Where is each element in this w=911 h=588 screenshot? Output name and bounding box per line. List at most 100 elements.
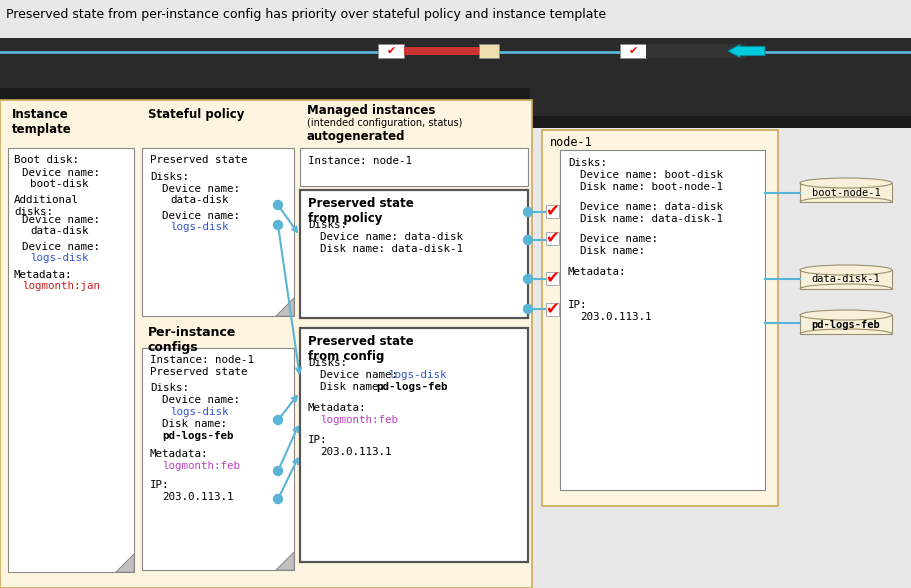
Bar (404, 47, 478, 55)
Text: Stateful policy: Stateful policy (148, 108, 244, 121)
Bar (300, 190, 527, 318)
Text: data-disk: data-disk (30, 226, 88, 236)
Bar (300, 148, 527, 186)
Circle shape (523, 236, 532, 245)
Text: boot-disk: boot-disk (30, 179, 88, 189)
Bar (799, 183, 891, 202)
Polygon shape (276, 298, 293, 316)
Text: Managed instances: Managed instances (307, 104, 435, 117)
Text: Disks:: Disks: (308, 220, 346, 230)
Bar (377, 44, 404, 58)
Text: Device name:: Device name: (22, 242, 100, 252)
Circle shape (273, 466, 282, 476)
Bar (0, 38, 911, 90)
Bar (546, 205, 558, 218)
Text: Device name:: Device name: (22, 168, 100, 178)
Bar (546, 232, 558, 245)
Text: Disk name: boot-node-1: Disk name: boot-node-1 (579, 182, 722, 192)
Bar (546, 272, 558, 285)
Bar (799, 315, 891, 334)
Text: ✔: ✔ (628, 46, 637, 56)
Text: Disks:: Disks: (568, 158, 607, 168)
Text: logs-disk: logs-disk (648, 234, 706, 244)
Bar (559, 150, 764, 490)
Text: node-1: node-1 (549, 136, 592, 149)
Ellipse shape (799, 178, 891, 188)
Text: Device name:: Device name: (320, 370, 404, 380)
Text: Disks:: Disks: (308, 358, 346, 368)
Bar (142, 148, 293, 316)
Text: Preserved state: Preserved state (149, 155, 247, 165)
Text: Disk name:: Disk name: (320, 382, 391, 392)
Text: ✔: ✔ (545, 202, 558, 220)
Bar (529, 88, 911, 118)
Polygon shape (116, 554, 134, 572)
Bar (8, 148, 134, 572)
Text: Metadata:: Metadata: (308, 403, 366, 413)
Text: Device name:: Device name: (579, 234, 664, 244)
Bar (478, 44, 498, 58)
Text: Device name: boot-disk: Device name: boot-disk (579, 170, 722, 180)
Text: (intended configuration, status): (intended configuration, status) (307, 118, 462, 128)
Text: Disks:: Disks: (149, 383, 189, 393)
Text: Disk name:: Disk name: (162, 419, 227, 429)
Text: pd-logs-feb: pd-logs-feb (375, 382, 447, 392)
Text: Instance
template: Instance template (12, 108, 72, 136)
Text: boot-node-1: boot-node-1 (811, 188, 879, 198)
Ellipse shape (799, 265, 891, 275)
Text: IP:: IP: (568, 300, 587, 310)
Text: 203.0.113.1: 203.0.113.1 (579, 312, 650, 322)
Text: IP:: IP: (149, 480, 169, 490)
Bar (0, 100, 531, 588)
Text: Disk name:: Disk name: (579, 246, 650, 256)
FancyArrow shape (727, 45, 764, 58)
Circle shape (273, 201, 282, 209)
Text: Preserved state from per-instance config has priority over stateful policy and i: Preserved state from per-instance config… (6, 8, 606, 21)
Text: logs-disk: logs-disk (169, 222, 229, 232)
Text: Disk name: data-disk-1: Disk name: data-disk-1 (579, 214, 722, 224)
Text: Preserved state
from policy: Preserved state from policy (308, 197, 414, 225)
Polygon shape (276, 552, 293, 570)
Text: data-disk: data-disk (169, 195, 229, 205)
Text: Device name: data-disk: Device name: data-disk (320, 232, 463, 242)
Text: ✔: ✔ (545, 229, 558, 248)
Text: logmonth:jan: logmonth:jan (22, 281, 100, 291)
Circle shape (273, 416, 282, 425)
Bar (0, 88, 911, 100)
Text: Preserved state: Preserved state (149, 367, 247, 377)
Text: 203.0.113.1: 203.0.113.1 (320, 447, 391, 457)
Bar (619, 44, 645, 58)
Text: pd-logs-feb: pd-logs-feb (635, 246, 707, 256)
Text: Disks:: Disks: (149, 172, 189, 182)
Text: Metadata:: Metadata: (568, 267, 626, 277)
Text: Device name:: Device name: (162, 184, 240, 194)
Text: logs-disk: logs-disk (387, 370, 446, 380)
Bar (799, 270, 891, 289)
Text: ✔: ✔ (545, 300, 558, 319)
Text: Device name: data-disk: Device name: data-disk (579, 202, 722, 212)
Text: Instance: node-1: Instance: node-1 (149, 355, 254, 365)
Text: Device name:: Device name: (22, 215, 100, 225)
Text: logmonth:feb: logmonth:feb (579, 279, 657, 289)
Text: logmonth:feb: logmonth:feb (162, 461, 240, 471)
Text: Disk name: data-disk-1: Disk name: data-disk-1 (320, 244, 463, 254)
Bar (529, 116, 911, 128)
Text: pd-logs-feb: pd-logs-feb (811, 319, 879, 329)
Text: Per-instance
configs: Per-instance configs (148, 326, 236, 354)
Bar (0, 0, 911, 40)
Text: Additional
disks:: Additional disks: (14, 195, 79, 216)
Text: ✔: ✔ (545, 269, 558, 288)
Bar (300, 328, 527, 562)
Bar (645, 44, 745, 58)
Text: Device name:: Device name: (162, 211, 240, 221)
Circle shape (523, 305, 532, 313)
Text: autogenerated: autogenerated (307, 130, 405, 143)
Text: Boot disk:: Boot disk: (14, 155, 79, 165)
Text: logmonth:feb: logmonth:feb (320, 415, 397, 425)
Text: 203.0.113.1: 203.0.113.1 (162, 492, 233, 502)
Circle shape (523, 208, 532, 216)
Circle shape (273, 220, 282, 229)
Circle shape (523, 275, 532, 283)
Text: pd-logs-feb: pd-logs-feb (162, 431, 233, 441)
Text: logs-disk: logs-disk (169, 407, 229, 417)
